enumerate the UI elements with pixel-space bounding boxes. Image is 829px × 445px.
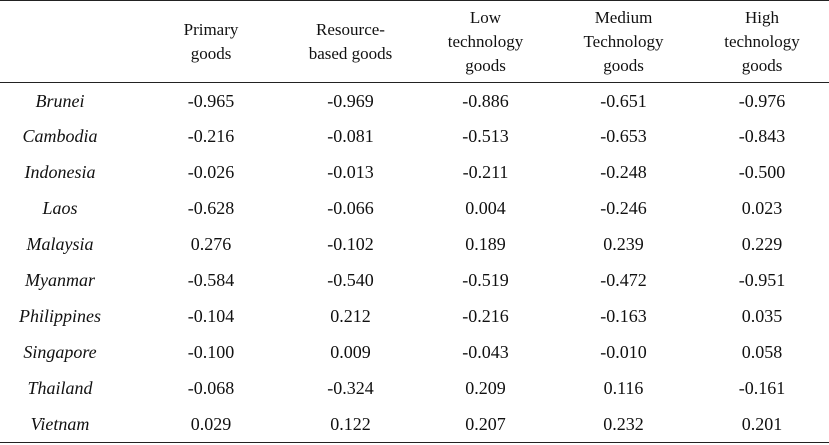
table-row: Philippines -0.104 0.212 -0.216 -0.163 0… [0, 299, 829, 335]
table-row: Cambodia -0.216 -0.081 -0.513 -0.653 -0.… [0, 119, 829, 155]
value-cell: 0.058 [741, 342, 783, 362]
country-cell: Vietnam [0, 406, 140, 443]
value-cell: -0.216 [187, 126, 235, 146]
value-cell: -0.081 [327, 126, 374, 146]
value-cell: -0.976 [738, 91, 786, 112]
value-cell: -0.628 [187, 198, 235, 218]
country-cell: Singapore [23, 342, 97, 362]
header-line: based goods [308, 43, 393, 63]
country-cell: Thailand [27, 378, 93, 398]
value-cell: -0.216 [462, 306, 509, 326]
value-cell: -0.043 [462, 342, 509, 362]
table-row: Myanmar -0.584 -0.540 -0.519 -0.472 -0.9… [0, 263, 829, 299]
value-cell: -0.519 [462, 270, 509, 290]
value-cell: -0.161 [738, 378, 786, 398]
value-cell: 0.004 [465, 198, 506, 218]
value-cell: 0.189 [465, 234, 506, 254]
value-cell: -0.246 [600, 198, 647, 218]
value-cell: -0.248 [600, 162, 647, 182]
value-cell: 0.122 [282, 406, 419, 443]
value-cell: -0.965 [187, 91, 235, 112]
header-cell-medium-technology-goods: Medium Technology goods [552, 0, 695, 83]
value-cell: -0.100 [187, 342, 235, 362]
country-cell: Myanmar [25, 270, 95, 290]
value-cell: -0.951 [738, 270, 786, 290]
value-cell: 0.009 [330, 342, 371, 362]
value-cell: -0.843 [738, 126, 786, 146]
value-cell: -0.211 [462, 162, 509, 182]
header-cell-primary-goods: Primary goods [140, 0, 282, 83]
table-row: Indonesia -0.026 -0.013 -0.211 -0.248 -0… [0, 155, 829, 191]
value-cell: 0.276 [190, 234, 232, 254]
header-line: goods [190, 43, 232, 63]
header-line: Medium [594, 7, 653, 27]
header-line: Resource- [316, 19, 385, 39]
header-line: Primary [183, 19, 239, 39]
value-cell: 0.232 [552, 406, 695, 443]
value-cell: 0.229 [741, 234, 783, 254]
header-line: High [745, 7, 779, 27]
country-cell: Laos [42, 198, 78, 218]
header-line: Low [469, 7, 502, 27]
header-cell-high-technology-goods: High technology goods [695, 0, 829, 83]
value-cell: 0.029 [140, 406, 282, 443]
value-cell: 0.023 [741, 198, 783, 218]
header-line: goods [741, 55, 783, 75]
header-cell-country [0, 0, 140, 83]
value-cell: 0.035 [741, 306, 783, 326]
value-cell: -0.540 [327, 270, 374, 290]
header-line: goods [603, 55, 644, 75]
value-cell: -0.013 [327, 162, 374, 182]
country-cell: Malaysia [26, 234, 94, 254]
table-row: Thailand -0.068 -0.324 0.209 0.116 -0.16… [0, 371, 829, 407]
value-cell: 0.212 [330, 306, 371, 326]
table-row: Laos -0.628 -0.066 0.004 -0.246 0.023 [0, 191, 829, 227]
country-cell: Brunei [35, 91, 85, 112]
value-cell: 0.207 [419, 406, 552, 443]
header-line: Technology [583, 31, 664, 51]
value-cell: -0.163 [600, 306, 647, 326]
country-cell: Indonesia [24, 162, 96, 182]
value-cell: -0.653 [600, 126, 647, 146]
header-line: technology [447, 31, 524, 51]
value-cell: -0.068 [187, 378, 235, 398]
header-cell-low-technology-goods: Low technology goods [419, 0, 552, 83]
value-cell: -0.026 [187, 162, 235, 182]
value-cell: -0.472 [600, 270, 647, 290]
table-row: Malaysia 0.276 -0.102 0.189 0.239 0.229 [0, 227, 829, 263]
value-cell: -0.651 [600, 91, 647, 112]
value-cell: -0.066 [327, 198, 374, 218]
value-cell: -0.324 [327, 378, 374, 398]
value-cell: -0.969 [327, 91, 374, 112]
header-line: technology [724, 31, 800, 51]
value-cell: -0.102 [327, 234, 374, 254]
header-cell-resource-based-goods: Resource- based goods [282, 0, 419, 83]
header-row: Primary goods Resource- based goods Low … [0, 0, 829, 83]
value-cell: -0.010 [600, 342, 647, 362]
value-cell: 0.116 [603, 378, 644, 398]
country-cell: Philippines [19, 306, 101, 326]
value-cell: -0.104 [187, 306, 235, 326]
value-cell: -0.886 [462, 91, 509, 112]
value-cell: 0.201 [695, 406, 829, 443]
header-line: goods [465, 55, 506, 75]
value-cell: -0.500 [738, 162, 786, 182]
value-cell: -0.513 [462, 126, 509, 146]
value-cell: -0.584 [187, 270, 235, 290]
country-cell: Cambodia [22, 126, 98, 146]
value-cell: 0.239 [603, 234, 644, 254]
table-row: Vietnam 0.029 0.122 0.207 0.232 0.201 [0, 406, 829, 443]
value-cell: 0.209 [465, 378, 506, 398]
table-row: Brunei -0.965 -0.969 -0.886 -0.651 -0.97… [0, 83, 829, 119]
table-row: Singapore -0.100 0.009 -0.043 -0.010 0.0… [0, 335, 829, 371]
